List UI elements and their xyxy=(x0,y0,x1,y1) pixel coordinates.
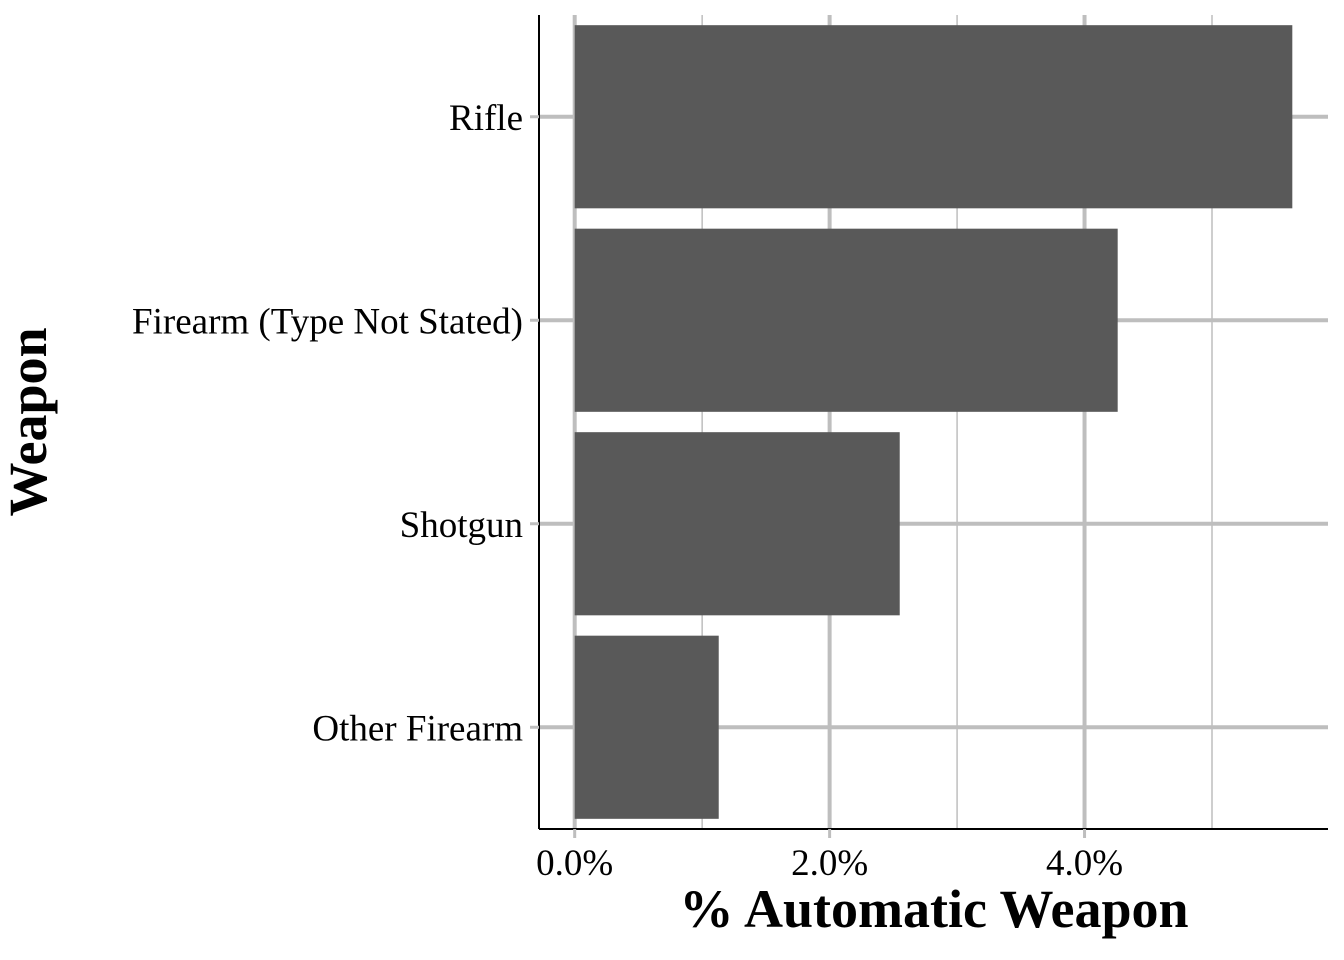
bar xyxy=(574,228,1118,412)
x-tick-label: 2.0% xyxy=(791,843,868,884)
bar xyxy=(574,25,1293,209)
axes xyxy=(530,15,1328,838)
bar xyxy=(574,635,719,819)
y-axis-title: Weapon xyxy=(0,327,58,516)
bar xyxy=(574,432,900,616)
tick-labels: Rifle Firearm (Type Not Stated) Shotgun Oth… xyxy=(132,98,1123,884)
y-tick-label: Other Firearm xyxy=(312,708,523,749)
y-tick-label: Firearm (Type Not Stated) xyxy=(132,301,523,342)
y-tick-label: Shotgun xyxy=(400,505,523,546)
bars xyxy=(574,25,1293,819)
x-axis-title: % Automatic Weapon xyxy=(679,879,1188,939)
x-tick-label: 4.0% xyxy=(1046,843,1123,884)
y-tick-label: Rifle xyxy=(449,98,523,139)
x-tick-label: 0.0% xyxy=(536,843,613,884)
